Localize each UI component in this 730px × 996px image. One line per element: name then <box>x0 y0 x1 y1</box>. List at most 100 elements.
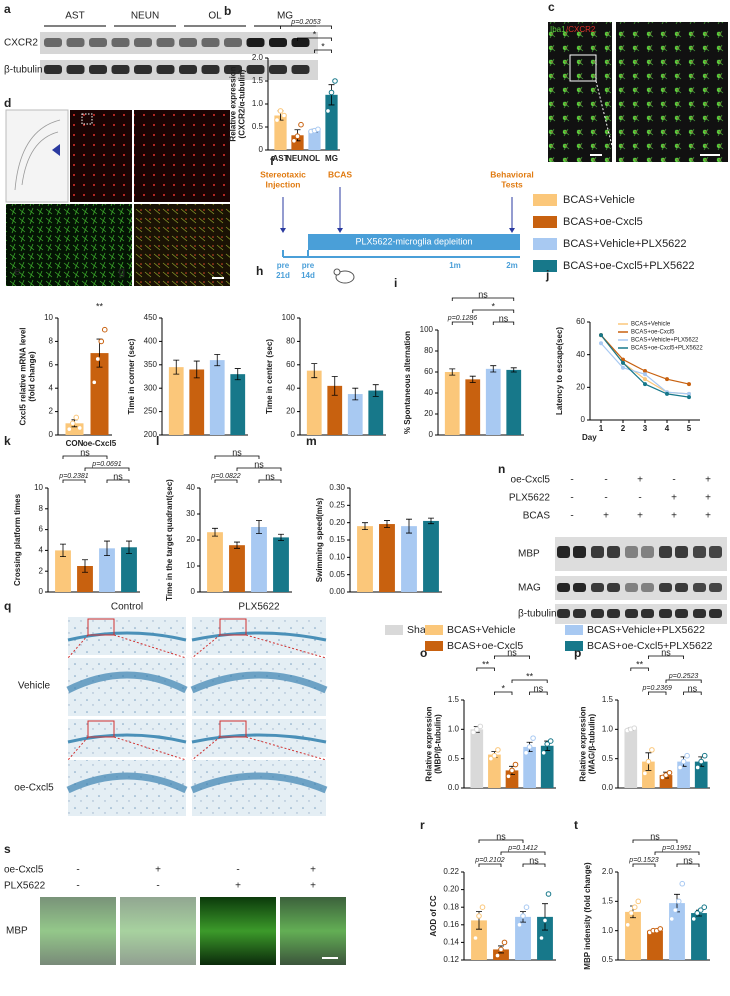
y-tick-label: 0.05 <box>329 570 345 579</box>
data-point <box>649 747 655 753</box>
band <box>156 65 175 74</box>
bar <box>625 911 641 960</box>
data-point <box>488 755 494 762</box>
series-marker <box>643 382 647 387</box>
y-tick-label: 300 <box>144 383 158 392</box>
y-tick-label: 10 <box>186 561 195 570</box>
series-marker <box>687 395 691 400</box>
error-bar <box>193 360 200 379</box>
bar <box>647 930 663 960</box>
bracket <box>297 37 332 41</box>
y-tick-label: 250 <box>144 407 158 416</box>
x-tick-label: NEUN <box>286 154 309 163</box>
significance: p=0.2053 <box>290 19 320 26</box>
y-tick-label: 0.0 <box>602 783 614 792</box>
row-label: β-tubulin <box>4 65 43 76</box>
y-axis-label: Latency to escape(sec) <box>555 327 564 415</box>
significance: ns <box>529 855 539 865</box>
bracket <box>106 479 130 483</box>
data-point <box>635 898 642 905</box>
significance: ns <box>254 459 264 469</box>
panel-label: l <box>156 434 159 448</box>
y-tick-label: 1.5 <box>602 695 614 704</box>
row-label: MBP <box>6 926 28 937</box>
condition-label: PLX5622 <box>4 881 46 892</box>
data-point <box>530 735 536 741</box>
data-point <box>523 750 529 756</box>
data-point <box>666 769 673 776</box>
x-tick-label: MG <box>325 154 338 163</box>
column-label: PLX5622 <box>238 602 280 613</box>
band <box>607 609 620 618</box>
y-tick-label: 6 <box>49 360 54 369</box>
y-axis-label: Relative expression <box>579 706 588 781</box>
y-axis-label: (MAG/β-tubulin) <box>588 713 597 774</box>
y-tick-label: 10 <box>34 483 43 492</box>
error-bar <box>490 365 497 373</box>
significance: p=0.2102 <box>474 857 504 864</box>
series-marker <box>643 377 647 382</box>
data-point <box>668 916 675 922</box>
significance: ns <box>661 647 671 657</box>
data-point <box>477 723 484 730</box>
error-bar <box>311 363 318 379</box>
series-marker <box>665 377 669 382</box>
data-point <box>701 752 708 759</box>
error-bar <box>352 387 359 401</box>
data-point <box>547 738 554 744</box>
series-marker <box>621 360 625 365</box>
error-bar <box>278 533 284 541</box>
band <box>44 65 62 74</box>
significance: ns <box>499 313 509 323</box>
y-tick-label: 20 <box>186 535 195 544</box>
data-point <box>701 904 708 911</box>
significance: ns <box>534 683 544 693</box>
data-point <box>66 426 73 432</box>
y-tick-label: 350 <box>144 360 158 369</box>
data-point <box>291 138 297 144</box>
y-tick-label: 8 <box>39 504 44 513</box>
bracket <box>632 863 656 867</box>
y-tick-label: 40 <box>424 388 433 397</box>
data-point <box>94 356 101 362</box>
row-label: Vehicle <box>18 681 51 692</box>
event-label: Tests <box>501 179 523 189</box>
y-tick-label: 0 <box>291 430 296 439</box>
data-point <box>657 926 664 932</box>
data-point <box>672 907 679 913</box>
significance: p=0.2381 <box>58 473 88 480</box>
y-tick-label: 1.0 <box>602 724 614 733</box>
row-label: CXCR2 <box>4 38 38 49</box>
data-point <box>498 946 504 953</box>
tick-label: pre <box>277 261 290 270</box>
y-tick-label: 400 <box>144 337 158 346</box>
band <box>607 583 620 592</box>
y-tick-label: 1.5 <box>448 695 460 704</box>
significance: * <box>501 683 505 693</box>
band <box>44 38 62 47</box>
bracket <box>492 321 515 325</box>
y-axis-label: Crossing platform times <box>13 493 22 586</box>
band <box>66 65 85 74</box>
series-marker <box>665 391 669 396</box>
error-bar <box>173 359 180 375</box>
atlas-diagram <box>5 109 69 203</box>
bar <box>274 115 287 150</box>
stain-label: /CXCR2 <box>566 25 596 34</box>
row-label: MAG <box>518 583 541 594</box>
row-label: β-tubulin <box>518 609 557 620</box>
data-point <box>642 770 648 777</box>
y-axis-label: Relative expression <box>229 66 238 141</box>
y-tick-label: 2 <box>39 566 44 575</box>
significance: ns <box>683 855 693 865</box>
x-tick-label: 5 <box>687 424 692 433</box>
data-point <box>538 935 545 941</box>
y-tick-label: 10 <box>44 313 53 322</box>
band <box>625 583 638 592</box>
event-arrowhead <box>509 228 515 233</box>
band <box>693 609 706 618</box>
data-point <box>631 904 638 911</box>
blot-bands <box>44 38 310 74</box>
sign: + <box>155 865 161 876</box>
